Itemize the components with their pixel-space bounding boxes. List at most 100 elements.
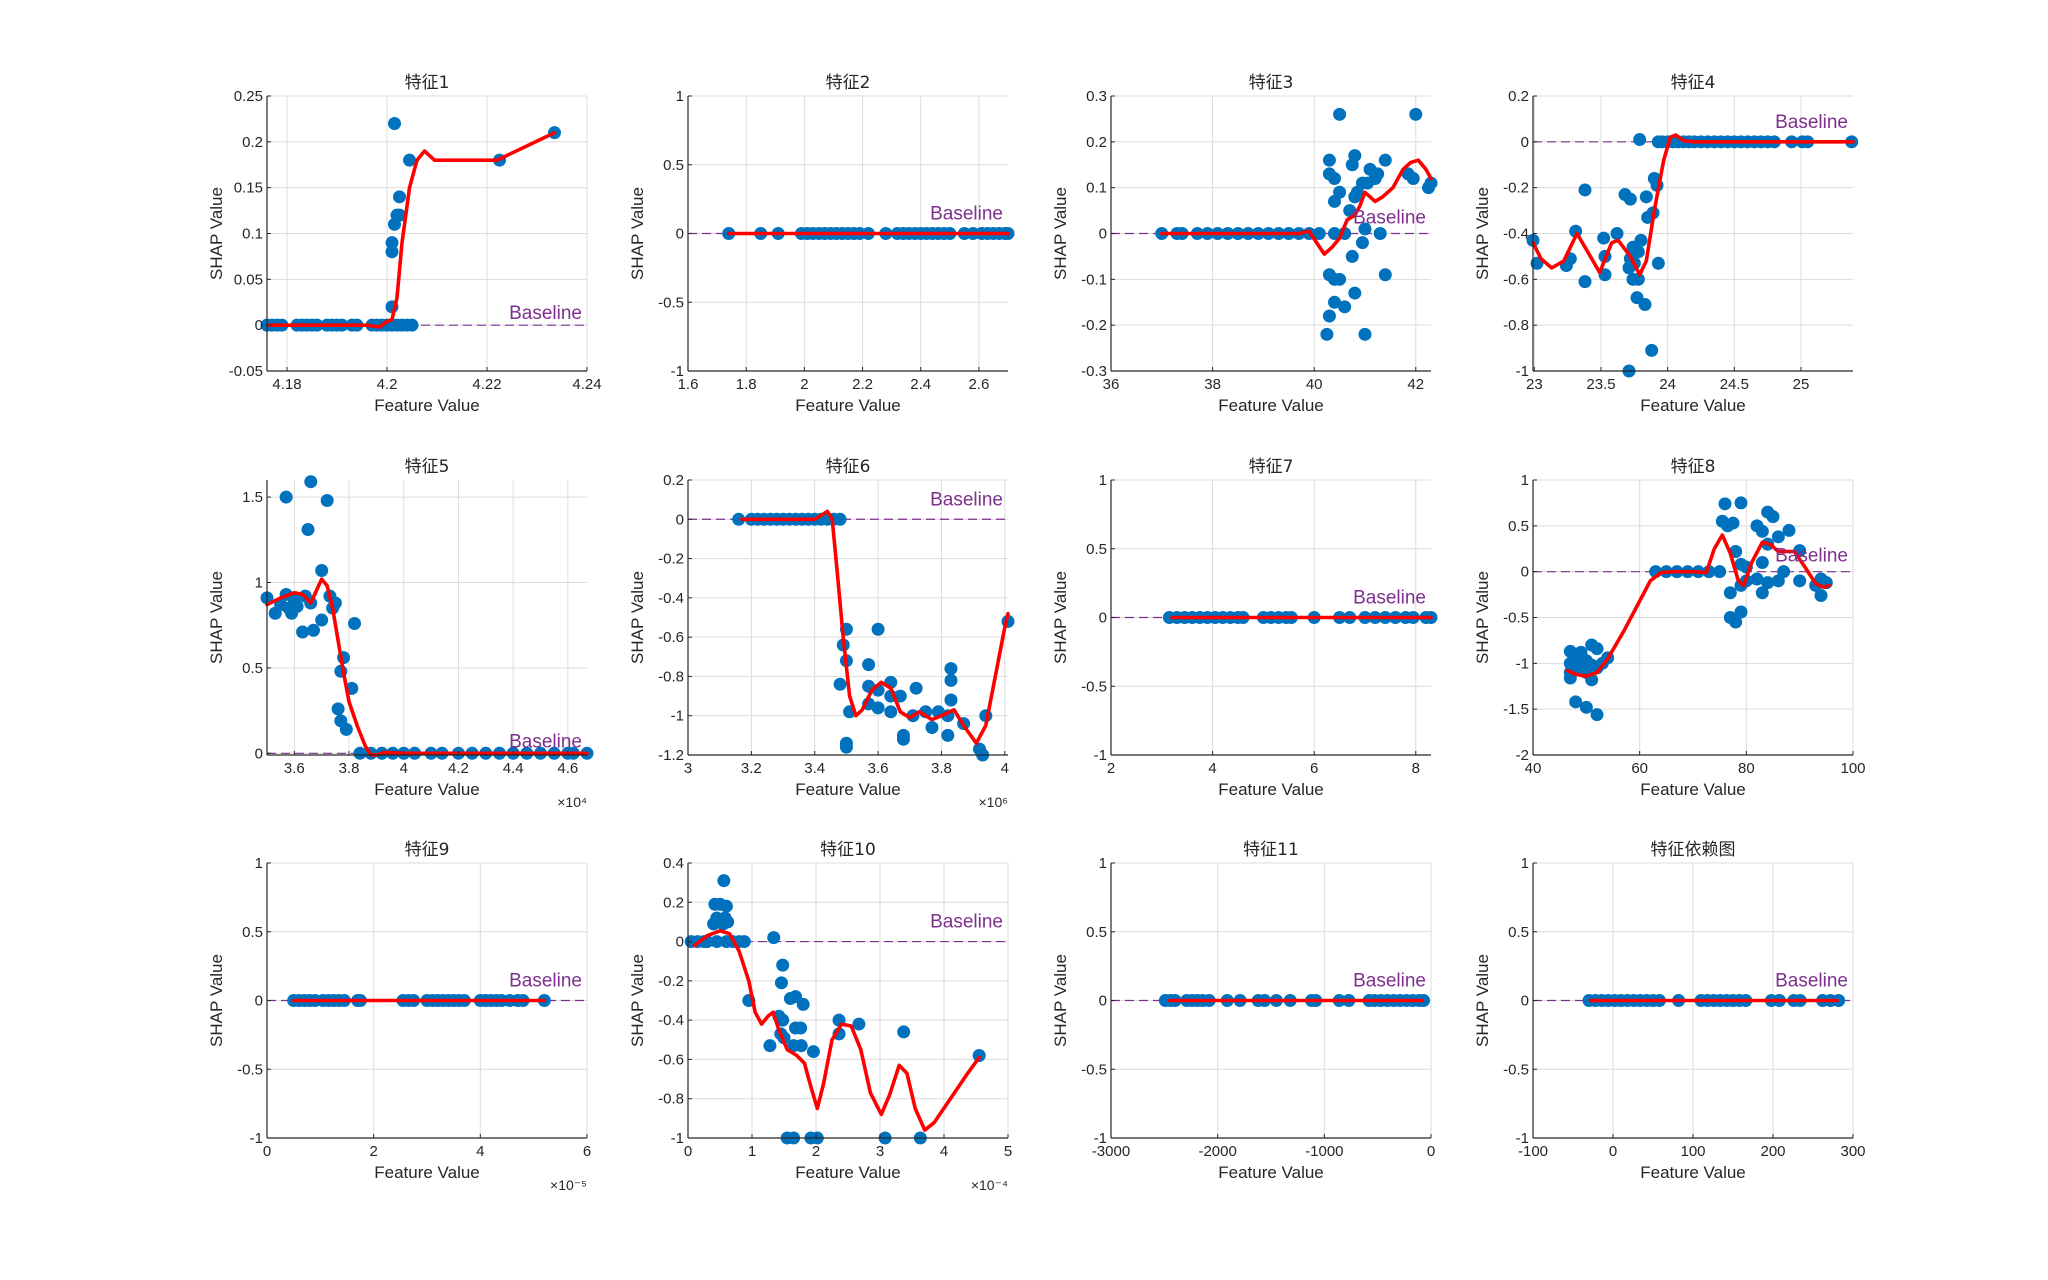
subplot-3: 36 38 40 42 -0.3 -0.2 -0.1 0 0.1 0.2 0.3 特征3 Feature… bbox=[1051, 73, 1438, 415]
subplot-title: 特征5 bbox=[405, 457, 450, 477]
subplot-title: 特征3 bbox=[1249, 73, 1294, 93]
x-tick-label: 2 bbox=[812, 1143, 820, 1160]
data-point bbox=[871, 622, 885, 636]
x-axis-label: Feature Value bbox=[1218, 780, 1324, 799]
x-tick-label: 3 bbox=[684, 760, 692, 777]
y-tick-label: 0.1 bbox=[1086, 180, 1107, 197]
y-tick-label: -2 bbox=[1516, 747, 1529, 764]
x-tick-label: 60 bbox=[1631, 760, 1648, 777]
y-tick-label: -0.5 bbox=[1081, 678, 1107, 695]
y-tick-label: -0.2 bbox=[658, 551, 684, 568]
data-point bbox=[1755, 586, 1769, 600]
y-tick-label: -1 bbox=[1516, 1130, 1529, 1147]
x-tick-label: 4.6 bbox=[557, 760, 578, 777]
data-point bbox=[315, 564, 329, 578]
scatter-points bbox=[1563, 496, 1833, 722]
x-axis-label: Feature Value bbox=[795, 1163, 901, 1182]
data-point bbox=[279, 490, 293, 504]
y-tick-label: -0.05 bbox=[229, 363, 263, 380]
data-point bbox=[925, 721, 939, 734]
data-point bbox=[331, 702, 345, 716]
data-point bbox=[1338, 300, 1352, 314]
data-point bbox=[1702, 565, 1716, 579]
x-axis-exponent: ×10⁴ bbox=[557, 794, 587, 810]
data-point bbox=[1814, 589, 1828, 602]
y-tick-label: 0 bbox=[1521, 134, 1529, 151]
data-point bbox=[1651, 256, 1665, 270]
y-tick-label: 1.5 bbox=[242, 489, 263, 506]
data-point bbox=[1793, 574, 1807, 588]
x-tick-label: 0 bbox=[1609, 1143, 1617, 1160]
subplot-8: 40 60 80 100 -2 -1.5 -1 -0.5 0 0.5 1 特征8 Feature Val… bbox=[1473, 457, 1866, 799]
data-point bbox=[385, 236, 399, 250]
y-tick-label: -0.1 bbox=[1081, 271, 1107, 288]
y-axis-label: SHAP Value bbox=[628, 187, 647, 280]
data-point bbox=[1750, 572, 1764, 586]
x-axis-label: Feature Value bbox=[795, 780, 901, 799]
data-point bbox=[1327, 227, 1341, 240]
x-tick-label: 4.4 bbox=[503, 760, 524, 777]
x-tick-label: 23 bbox=[1526, 376, 1543, 393]
y-tick-label: 0 bbox=[676, 511, 684, 528]
x-tick-label: -1000 bbox=[1305, 1143, 1343, 1160]
x-tick-label: 3.6 bbox=[284, 760, 305, 777]
subplot-9: 0 2 4 6 -1 -0.5 0 0.5 1 特征9 Feature Value SHAP Valu… bbox=[207, 840, 591, 1193]
x-axis-label: Feature Value bbox=[1640, 1163, 1746, 1182]
y-tick-label: 0.05 bbox=[234, 271, 263, 288]
baseline-label: Baseline bbox=[1353, 971, 1426, 992]
x-tick-label: 2.4 bbox=[910, 376, 931, 393]
data-point bbox=[1409, 107, 1423, 121]
data-point bbox=[774, 976, 788, 990]
data-point bbox=[1761, 576, 1775, 590]
y-tick-label: 0.2 bbox=[1086, 134, 1107, 151]
data-point bbox=[1333, 272, 1347, 286]
x-tick-label: 40 bbox=[1306, 376, 1323, 393]
y-tick-label: -0.2 bbox=[1081, 317, 1107, 334]
data-point bbox=[339, 722, 353, 736]
x-axis-label: Feature Value bbox=[374, 780, 480, 799]
y-tick-label: -1 bbox=[1094, 1130, 1107, 1147]
y-axis-label: SHAP Value bbox=[1051, 954, 1070, 1047]
data-point bbox=[897, 1025, 911, 1039]
x-tick-label: 2 bbox=[800, 376, 808, 393]
x-axis-label: Feature Value bbox=[1640, 780, 1746, 799]
y-axis-label: SHAP Value bbox=[1473, 571, 1492, 664]
data-point bbox=[1333, 107, 1347, 121]
y-tick-label: 0.5 bbox=[1086, 924, 1107, 941]
x-tick-label: 2 bbox=[369, 1143, 377, 1160]
y-tick-label: 0 bbox=[676, 226, 684, 243]
x-tick-label: 8 bbox=[1412, 760, 1420, 777]
y-tick-label: 0 bbox=[1099, 226, 1107, 243]
y-tick-label: 1 bbox=[676, 88, 684, 105]
data-point bbox=[1361, 176, 1375, 190]
data-point bbox=[353, 746, 367, 760]
x-axis-label: Feature Value bbox=[374, 1163, 480, 1182]
data-point bbox=[296, 625, 310, 639]
y-tick-label: 0.25 bbox=[234, 88, 263, 105]
y-tick-label: -1 bbox=[671, 708, 684, 725]
data-point bbox=[1312, 227, 1326, 240]
data-point bbox=[1406, 172, 1420, 185]
data-point bbox=[1590, 708, 1604, 722]
subplot-title: 特征11 bbox=[1243, 840, 1299, 860]
x-tick-label: 3.8 bbox=[339, 760, 360, 777]
x-tick-label: 36 bbox=[1103, 376, 1120, 393]
y-tick-label: -0.6 bbox=[1503, 271, 1529, 288]
y-tick-label: 1 bbox=[1099, 855, 1107, 872]
scatter-points bbox=[260, 475, 594, 760]
x-tick-label: 23.5 bbox=[1586, 376, 1615, 393]
x-tick-label: 4.22 bbox=[472, 376, 501, 393]
x-tick-label: 2 bbox=[1107, 760, 1115, 777]
data-point bbox=[884, 705, 898, 719]
data-point bbox=[1755, 556, 1769, 569]
data-point bbox=[871, 701, 885, 715]
y-tick-label: -1 bbox=[671, 1130, 684, 1147]
data-point bbox=[1343, 204, 1357, 218]
data-point bbox=[737, 935, 751, 949]
data-point bbox=[1597, 231, 1611, 245]
y-tick-label: 0.5 bbox=[663, 157, 684, 174]
data-point bbox=[1755, 524, 1769, 538]
baseline-label: Baseline bbox=[1353, 208, 1426, 229]
y-tick-label: 0 bbox=[1521, 564, 1529, 581]
